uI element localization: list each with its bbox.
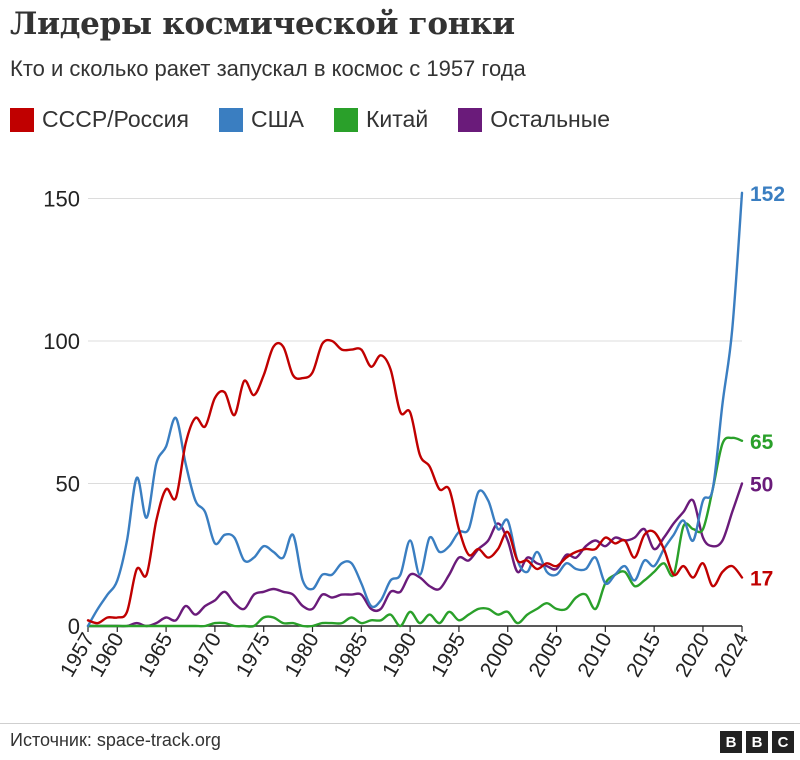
series-line [86,436,744,628]
x-tick-label: 1965 [134,629,177,681]
legend: СССР/Россия США Китай Остальные [10,106,640,133]
x-tick-label: 1980 [281,629,324,681]
x-tick-label: 2005 [525,629,568,681]
legend-swatch-china [334,107,359,132]
logo-letter: B [720,731,742,753]
legend-swatch-others [458,107,483,132]
y-tick-label: 0 [68,614,80,639]
end-value-label: 152 [750,183,785,206]
logo-letter: C [772,731,794,753]
x-tick-label: 1995 [427,629,470,681]
end-value-label: 17 [750,568,773,591]
series-line [86,191,744,628]
x-tick-label: 1970 [183,629,226,681]
legend-item-usa: США [218,106,305,133]
legend-label-china: Китай [366,106,429,132]
series-line [86,338,744,625]
x-tick-label: 1985 [329,629,372,681]
legend-label-ussr: СССР/Россия [42,106,189,132]
end-value-label: 65 [750,431,774,454]
legend-label-usa: США [250,106,305,132]
legend-swatch-ussr [10,107,34,132]
bbc-logo: B B C [716,731,794,753]
legend-item-others: Остальные [458,106,610,133]
chart-title: Лидеры космической гонки [10,6,515,42]
x-tick-label: 2015 [622,629,665,681]
source-note: Источник: space-track.org [10,730,221,750]
x-tick-label: 2010 [573,629,616,681]
x-tick-label: 2024 [710,629,753,681]
y-tick-label: 50 [56,472,80,497]
end-value-label: 50 [750,474,773,497]
legend-swatch-usa [218,107,243,132]
legend-item-china: Китай [334,106,428,133]
logo-letter: B [746,731,768,753]
legend-item-ussr: СССР/Россия [10,106,189,133]
x-tick-label: 1990 [378,629,421,681]
y-tick-label: 150 [43,187,80,212]
chart-subtitle: Кто и сколько ракет запускал в космос с … [10,56,526,81]
x-tick-label: 2000 [476,629,519,681]
x-tick-label: 2020 [671,629,714,681]
y-tick-label: 100 [43,329,80,354]
legend-label-others: Остальные [490,106,611,132]
footer-divider [0,723,800,724]
series-line [86,482,744,628]
x-tick-label: 1975 [232,629,275,681]
